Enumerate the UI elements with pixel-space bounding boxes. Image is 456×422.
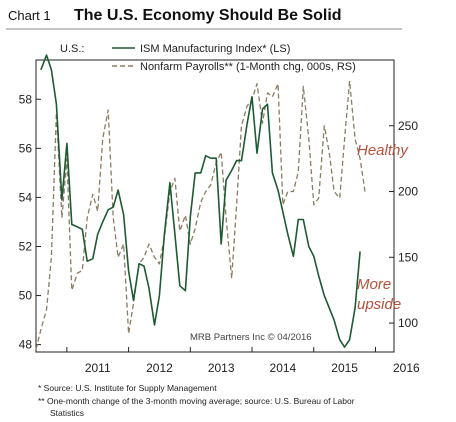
left-tick-label: 52	[19, 239, 33, 253]
x-tick-label: 2013	[208, 361, 235, 375]
series-layer	[35, 54, 366, 350]
footnote-1: * Source: U.S. Institute for Supply Mana…	[38, 383, 217, 393]
chart-title: The U.S. Economy Should Be Solid	[74, 7, 342, 24]
left-tick-label: 50	[19, 289, 33, 303]
right-tick-label: 150	[398, 250, 418, 264]
payrolls-series-line	[35, 80, 366, 350]
x-tick-label: 2011	[85, 361, 111, 375]
ism-series-line	[40, 54, 361, 348]
right-tick-label: 100	[398, 316, 418, 330]
left-tick-label: 48	[19, 338, 33, 352]
plot-frame	[35, 59, 395, 353]
left-tick-label: 58	[19, 92, 33, 106]
x-tick-label: 2015	[331, 361, 358, 375]
x-tick-label: 2016	[393, 361, 420, 375]
footnote-2b: Statistics	[50, 408, 84, 418]
annotation-healthy: Healthy	[357, 142, 409, 159]
right-axis: 100 150 200 250	[389, 119, 418, 330]
annotation-upside: upside	[357, 296, 401, 313]
right-tick-label: 200	[398, 185, 418, 199]
footnote-2a: ** One-month change of the 3-month movin…	[38, 396, 355, 406]
x-axis: 2011 2012 2013 2014 2015 2016	[66, 347, 420, 375]
chart-number: Chart 1	[8, 8, 51, 23]
legend-payrolls-label: Nonfarm Payrolls** (1-Month chg, 000s, R…	[140, 61, 356, 73]
legend-prefix: U.S.:	[60, 43, 84, 55]
credit-text: MRB Partners Inc © 04/2016	[190, 332, 312, 343]
x-tick-label: 2012	[146, 361, 173, 375]
left-tick-label: 56	[19, 141, 33, 155]
annotation-more: More	[357, 276, 391, 293]
legend-ism-label: ISM Manufacturing Index* (LS)	[140, 43, 290, 55]
left-axis: 48 50 52 54 56 58	[19, 92, 41, 352]
x-tick-label: 2014	[270, 361, 297, 375]
left-tick-label: 54	[19, 190, 33, 204]
right-tick-label: 250	[398, 119, 418, 133]
